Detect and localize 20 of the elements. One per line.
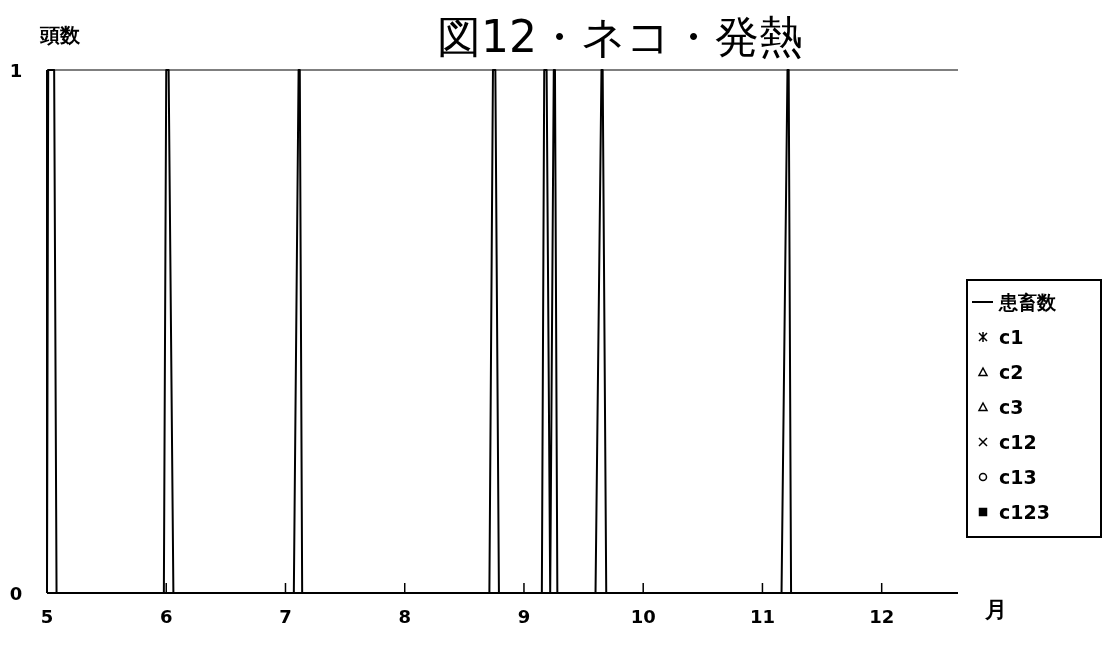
legend-label: c13 [999, 466, 1037, 488]
legend-label: c3 [999, 396, 1024, 418]
xtick: 8 [398, 606, 411, 627]
legend-label: c1 [999, 326, 1024, 348]
legend-label: c2 [999, 361, 1024, 383]
legend-label: c12 [999, 431, 1037, 453]
legend-label: 患畜数 [999, 291, 1056, 313]
xtick: 6 [160, 606, 173, 627]
xlabel: 月 [985, 597, 1007, 622]
ylabel: 頭数 [40, 23, 80, 47]
xtick: 10 [630, 606, 656, 627]
xtick: 9 [517, 606, 531, 627]
xtick: 5 [40, 606, 54, 627]
title: 図12・ネコ・発熱 [437, 11, 803, 62]
ytick: 0 [9, 583, 23, 604]
legend-label: c123 [999, 501, 1050, 523]
ytick: 1 [9, 60, 23, 81]
xtick: 11 [749, 606, 775, 627]
xtick: 7 [279, 606, 292, 627]
xtick: 12 [869, 606, 895, 627]
